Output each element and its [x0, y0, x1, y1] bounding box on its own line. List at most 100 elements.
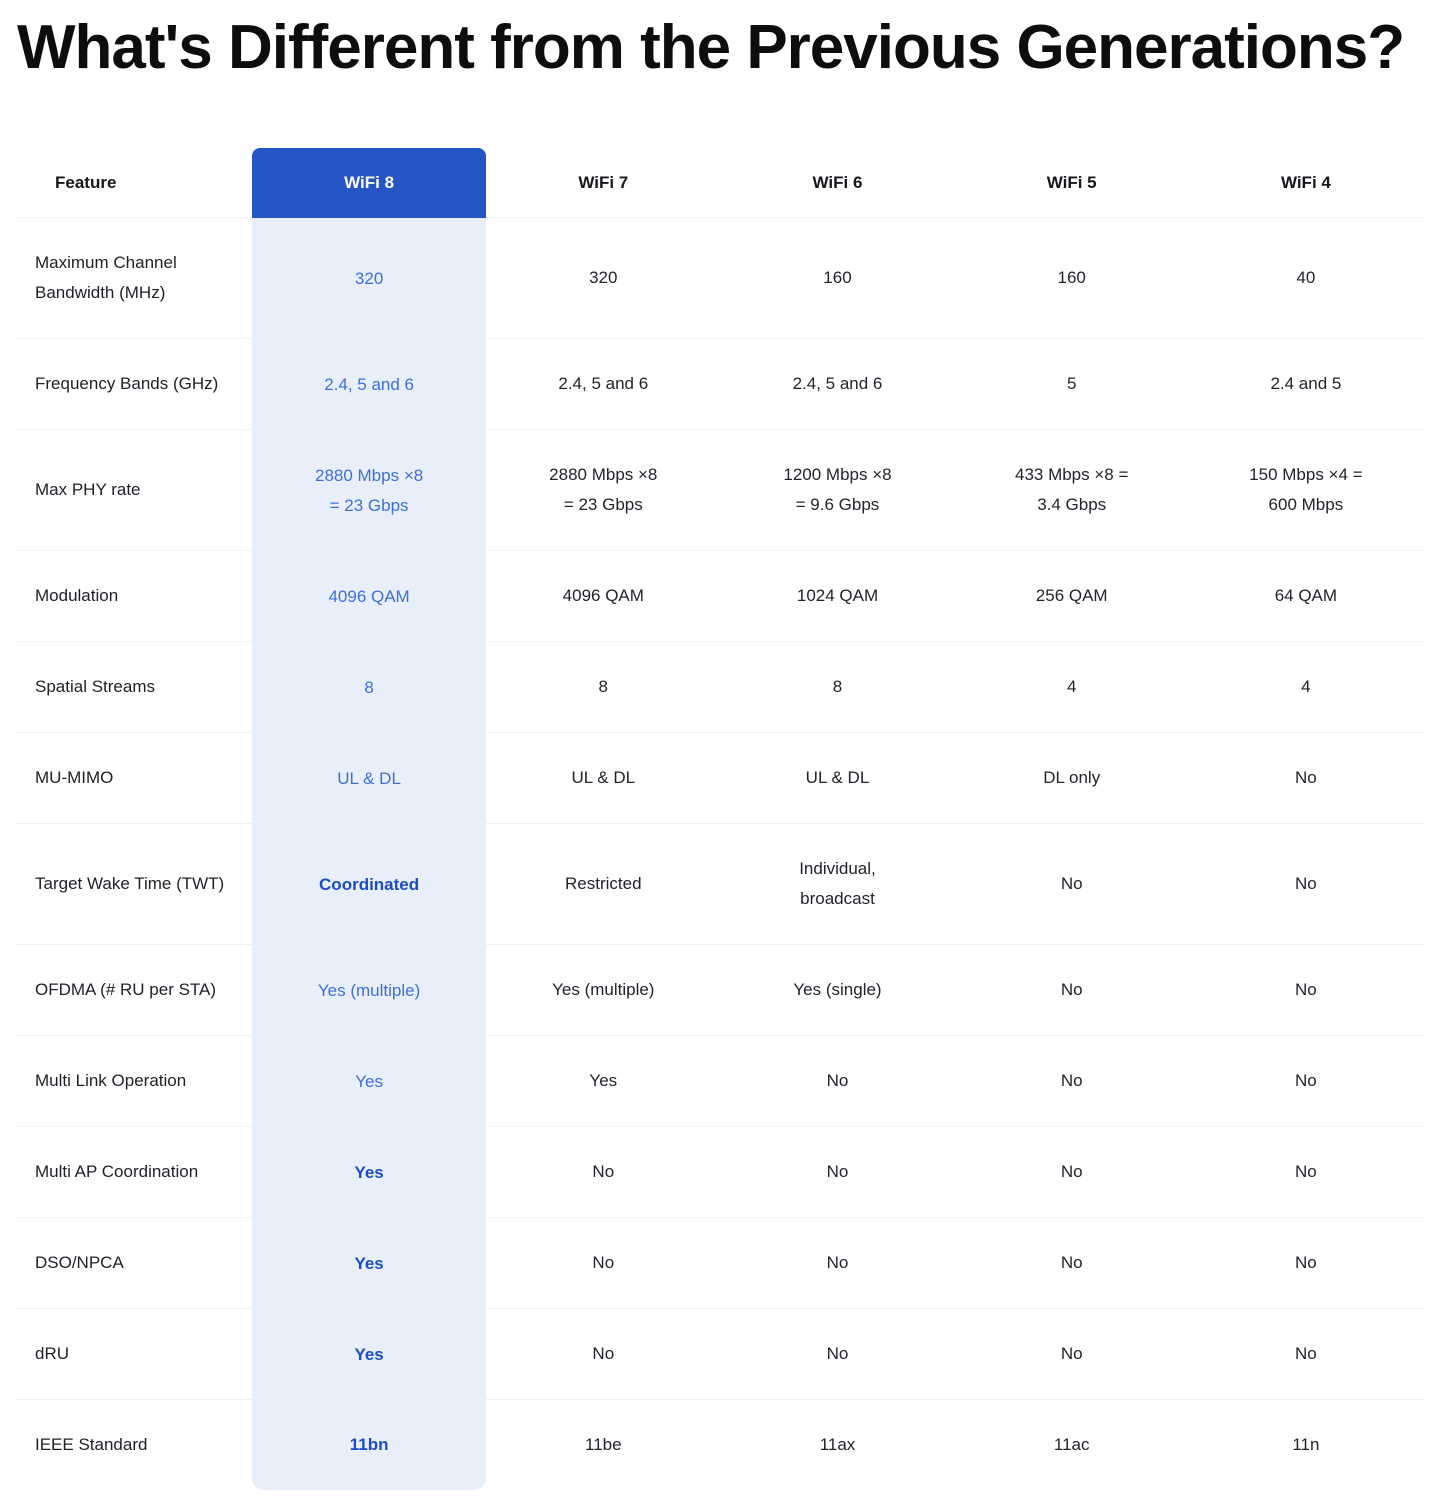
wifi8-value-cell: Yes — [252, 1127, 487, 1219]
column-header-wifi8: WiFi 8 — [252, 148, 487, 219]
feature-label: Multi AP Coordination — [17, 1127, 252, 1219]
wifi6-value-cell: Individual, broadcast — [720, 824, 955, 946]
feature-label: Maximum Channel Bandwidth (MHz) — [17, 218, 252, 340]
wifi8-value-cell: Yes — [252, 1036, 487, 1128]
wifi6-value-cell: 8 — [720, 642, 955, 734]
feature-label: Max PHY rate — [17, 430, 252, 552]
table-row: Modulation 4096 QAM 4096 QAM 1024 QAM 25… — [17, 551, 1423, 643]
feature-label: IEEE Standard — [35, 1435, 148, 1455]
wifi7-value-cell: No — [486, 1127, 721, 1219]
feature-label: Target Wake Time (TWT) — [17, 824, 252, 946]
wifi6-value-cell: No — [720, 1127, 955, 1219]
wifi8-value-cell: 320 — [252, 218, 487, 340]
wifi4-value-cell: 4 — [1188, 642, 1423, 734]
wifi5-value-cell: 5 — [954, 339, 1189, 431]
page-title: What's Different from the Previous Gener… — [17, 13, 1405, 82]
column-header-wifi6: WiFi 6 — [720, 148, 955, 219]
table-row: MU-MIMO UL & DL UL & DL UL & DL DL only … — [17, 733, 1423, 825]
wifi4-value-cell: No — [1188, 733, 1423, 825]
feature-label: dRU — [17, 1309, 252, 1401]
column-header-wifi7: WiFi 7 — [486, 148, 721, 219]
table-row: dRU Yes No No No No — [17, 1309, 1423, 1401]
feature-label: Modulation — [17, 551, 252, 643]
wifi5-value-cell: No — [954, 1309, 1189, 1401]
table-row: Frequency Bands (GHz) 2.4, 5 and 6 2.4, … — [17, 339, 1423, 431]
wifi7-value-cell: Restricted — [486, 824, 721, 946]
wifi4-value-cell: 2.4 and 5 — [1188, 339, 1423, 431]
wifi6-value-cell: 160 — [720, 218, 955, 340]
wifi4-value-cell: No — [1188, 1127, 1423, 1219]
wifi6-value-cell: No — [720, 1309, 955, 1401]
column-header-wifi4: WiFi 4 — [1188, 148, 1423, 219]
wifi6-value-cell: 11ax — [819, 1435, 856, 1455]
wifi7-value-cell: UL & DL — [486, 733, 721, 825]
wifi4-value-cell: No — [1188, 1309, 1423, 1401]
wifi7-value-cell: No — [486, 1309, 721, 1401]
column-header-feature: Feature — [17, 148, 252, 219]
wifi5-value-cell: DL only — [954, 733, 1189, 825]
feature-label: Multi Link Operation — [17, 1036, 252, 1128]
wifi4-value-cell: No — [1188, 824, 1423, 946]
table-row: DSO/NPCA Yes No No No No — [17, 1218, 1423, 1310]
table-row: Maximum Channel Bandwidth (MHz) 320 320 … — [17, 218, 1423, 340]
wifi5-value-cell: 160 — [954, 218, 1189, 340]
wifi4-value-cell: No — [1188, 1036, 1423, 1128]
table-header-row: Feature WiFi 8 WiFi 7 WiFi 6 WiFi 5 WiFi… — [17, 148, 1423, 219]
wifi4-value-cell: 150 Mbps ×4 = 600 Mbps — [1188, 430, 1423, 552]
wifi6-value-cell: 1200 Mbps ×8 = 9.6 Gbps — [720, 430, 955, 552]
table-row: Multi Link Operation Yes Yes No No No — [17, 1036, 1423, 1128]
table-row: IEEE Standard 11bn 11be 11ax 11ac 11n — [17, 1400, 1423, 1491]
table-row: Target Wake Time (TWT) Coordinated Restr… — [17, 824, 1423, 946]
wifi5-value-cell: No — [954, 1036, 1189, 1128]
feature-label: DSO/NPCA — [17, 1218, 252, 1310]
wifi8-value-cell: UL & DL — [252, 733, 487, 825]
wifi8-value-cell: Yes (multiple) — [252, 945, 487, 1037]
wifi5-value-cell: No — [954, 945, 1189, 1037]
wifi8-value-cell: 8 — [252, 642, 487, 734]
wifi4-value-cell: 11n — [1292, 1435, 1320, 1455]
wifi8-value-cell: Yes — [252, 1218, 487, 1310]
wifi8-value-cell: Coordinated — [252, 824, 487, 946]
wifi-comparison-table: Feature WiFi 8 WiFi 7 WiFi 6 WiFi 5 WiFi… — [17, 148, 1423, 1491]
wifi6-value-cell: Yes (single) — [720, 945, 955, 1037]
wifi7-value-cell: 8 — [486, 642, 721, 734]
wifi5-value-cell: No — [954, 1127, 1189, 1219]
wifi5-value-cell: 433 Mbps ×8 = 3.4 Gbps — [954, 430, 1189, 552]
wifi8-value-cell: 2880 Mbps ×8 = 23 Gbps — [252, 430, 487, 552]
wifi6-value-cell: UL & DL — [720, 733, 955, 825]
wifi7-value-cell: 320 — [486, 218, 721, 340]
wifi4-value-cell: No — [1188, 945, 1423, 1037]
table-body: Maximum Channel Bandwidth (MHz) 320 320 … — [17, 218, 1423, 1491]
wifi7-value-cell: Yes (multiple) — [486, 945, 721, 1037]
wifi8-value-cell: 4096 QAM — [252, 551, 487, 643]
feature-label: Frequency Bands (GHz) — [17, 339, 252, 431]
wifi8-value-cell: Yes — [252, 1309, 487, 1401]
wifi6-value-cell: 1024 QAM — [720, 551, 955, 643]
wifi8-value-cell: 11bn — [252, 1400, 487, 1491]
wifi7-value-cell: 11be — [585, 1435, 622, 1455]
table-row: Max PHY rate 2880 Mbps ×8 = 23 Gbps 2880… — [17, 430, 1423, 552]
wifi5-value-cell: 4 — [954, 642, 1189, 734]
wifi5-value-cell: No — [954, 1218, 1189, 1310]
wifi6-value-cell: 2.4, 5 and 6 — [720, 339, 955, 431]
wifi5-value-cell: 256 QAM — [954, 551, 1189, 643]
wifi7-value-cell: 2.4, 5 and 6 — [486, 339, 721, 431]
column-header-wifi5: WiFi 5 — [954, 148, 1189, 219]
wifi4-value-cell: No — [1188, 1218, 1423, 1310]
wifi6-value-cell: No — [720, 1218, 955, 1310]
wifi4-value-cell: 40 — [1188, 218, 1423, 340]
table-row: Multi AP Coordination Yes No No No No — [17, 1127, 1423, 1219]
wifi7-value-cell: Yes — [486, 1036, 721, 1128]
wifi4-value-cell: 64 QAM — [1188, 551, 1423, 643]
wifi7-value-cell: No — [486, 1218, 721, 1310]
table-row: OFDMA (# RU per STA) Yes (multiple) Yes … — [17, 945, 1423, 1037]
wifi7-value-cell: 2880 Mbps ×8 = 23 Gbps — [486, 430, 721, 552]
wifi6-value-cell: No — [720, 1036, 955, 1128]
wifi5-value-cell: 11ac — [1053, 1435, 1090, 1455]
wifi5-value-cell: No — [954, 824, 1189, 946]
feature-label: OFDMA (# RU per STA) — [17, 945, 252, 1037]
feature-label: Spatial Streams — [17, 642, 252, 734]
wifi7-value-cell: 4096 QAM — [486, 551, 721, 643]
wifi8-value-cell: 2.4, 5 and 6 — [252, 339, 487, 431]
